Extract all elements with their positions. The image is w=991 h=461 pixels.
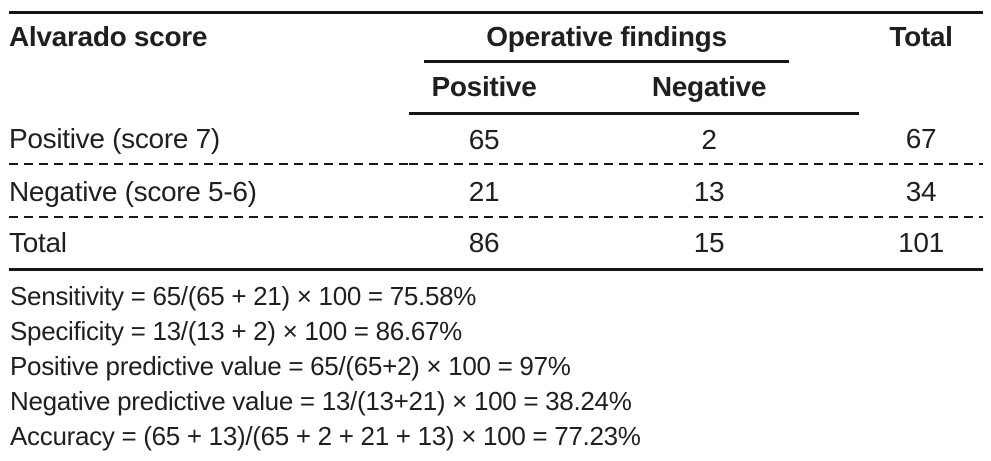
cell-positive: 21: [409, 165, 559, 218]
alvarado-contingency-table: Alvarado score Operative findings Total …: [9, 11, 984, 271]
column-group-operative-findings: Operative findings: [409, 13, 859, 63]
footnote-negative-predictive-value: Negative predictive value = 13/(13+21) ×…: [10, 385, 632, 416]
column-group-label: Operative findings: [486, 21, 727, 52]
table-body: Positive (score 7) 65 2 67 Negative (sco…: [9, 113, 984, 271]
footnote-positive-predictive-value: Positive predictive value = 65/(65+2) × …: [10, 350, 571, 381]
column-subheader-negative: Negative: [559, 63, 860, 115]
table-footnotes: Sensitivity = 65/(65 + 21) × 100 = 75.58…: [9, 279, 983, 454]
cell-negative: 15: [559, 218, 860, 271]
column-header-total: Total: [889, 21, 953, 52]
operative-findings-underline: Operative findings: [424, 14, 790, 63]
column-header-alvarado-score: Alvarado score: [9, 21, 208, 52]
cell-negative: 2: [559, 113, 860, 165]
table-row-positive-score: Positive (score 7) 65 2 67: [9, 113, 984, 165]
footnote-specificity: Specificity = 13/(13 + 2) × 100 = 86.67%: [10, 315, 462, 346]
column-subheader-positive: Positive: [409, 63, 559, 115]
cell-negative: 13: [559, 165, 860, 218]
row-label: Total: [9, 218, 409, 271]
footnote-accuracy: Accuracy = (65 + 13)/(65 + 2 + 21 + 13) …: [10, 420, 641, 451]
row-label: Negative (score 5-6): [9, 165, 409, 218]
cell-total: 101: [859, 218, 984, 271]
table-header: Alvarado score Operative findings Total …: [9, 13, 983, 115]
cell-positive: 65: [409, 113, 559, 165]
cell-positive: 86: [409, 218, 559, 271]
row-label: Positive (score 7): [9, 113, 409, 165]
header-row-2: Positive Negative: [9, 63, 983, 115]
table-row-negative-score: Negative (score 5-6) 21 13 34: [9, 165, 984, 218]
cell-total: 34: [859, 165, 984, 218]
header-row-1: Alvarado score Operative findings Total: [9, 13, 983, 63]
table-row-total: Total 86 15 101: [9, 218, 984, 271]
footnote-sensitivity: Sensitivity = 65/(65 + 21) × 100 = 75.58…: [10, 280, 477, 311]
cell-total: 67: [859, 113, 984, 165]
